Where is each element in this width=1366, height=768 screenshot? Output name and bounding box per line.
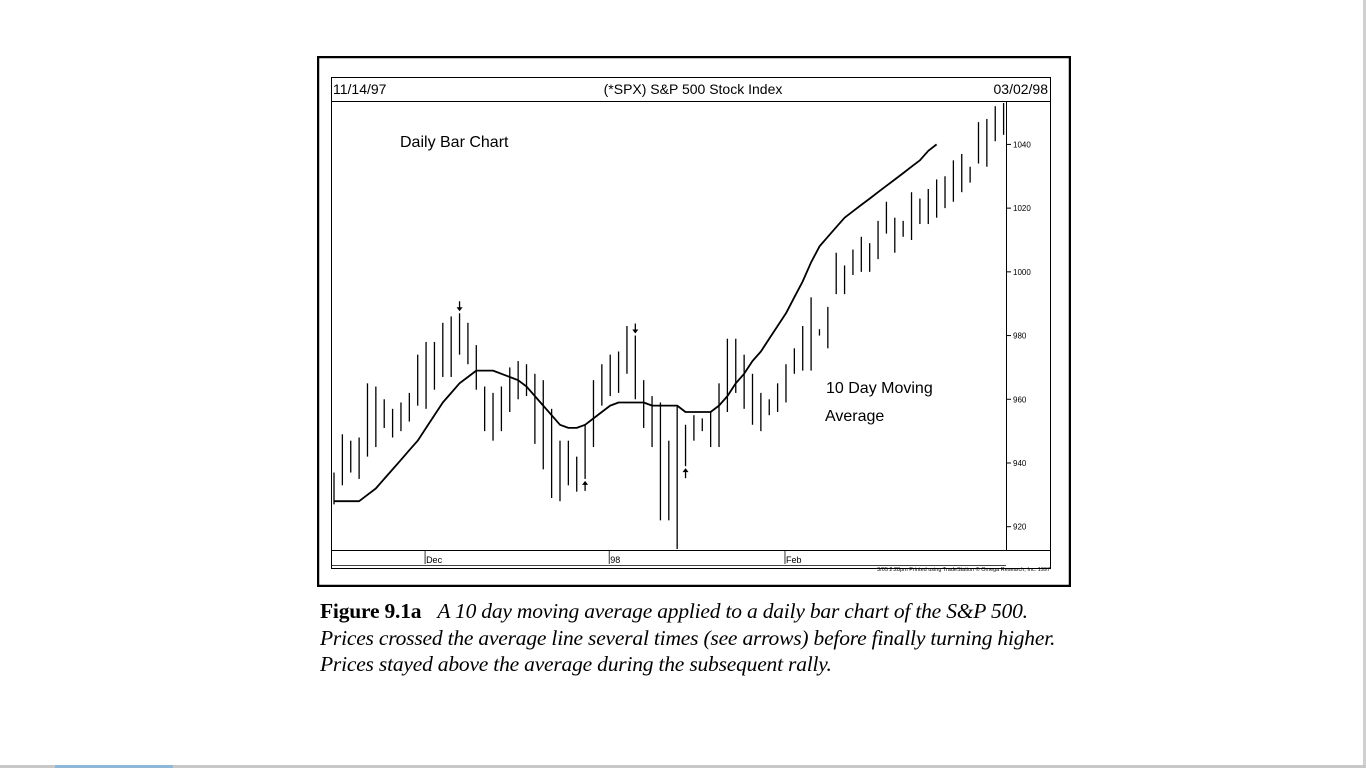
- price-bars: [333, 103, 1005, 549]
- month-label: Feb: [786, 555, 802, 565]
- price-tick-label: 920: [1013, 523, 1027, 532]
- chart-title: (*SPX) S&P 500 Stock Index: [604, 81, 783, 97]
- window-right-edge: [1363, 0, 1366, 768]
- arrow-up: [682, 468, 689, 479]
- moving-average-label-2: Average: [825, 408, 884, 425]
- price-tick-label: 940: [1013, 459, 1027, 468]
- caption-text: A 10 day moving average applied to a dai…: [320, 599, 1056, 676]
- caption-label: Figure 9.1a: [320, 599, 422, 623]
- arrow-down: [456, 301, 463, 312]
- price-tick-label: 980: [1013, 332, 1027, 341]
- crossover-arrows: [456, 301, 689, 491]
- month-label: Dec: [426, 555, 443, 565]
- moving-average-label-1: 10 Day Moving: [826, 380, 933, 397]
- time-axis-labels: Dec 98 Feb: [424, 550, 802, 565]
- date-end: 03/02/98: [994, 81, 1049, 97]
- daily-bar-chart-label: Daily Bar Chart: [400, 134, 509, 151]
- price-axis-ticks: 920 940 960 980 1000 1020 1040: [1006, 140, 1031, 532]
- price-tick-label: 1000: [1013, 268, 1031, 277]
- inner-border: [331, 77, 1051, 569]
- bottom-strip-accent: [55, 765, 173, 768]
- date-start: 11/14/97: [333, 81, 387, 97]
- price-tick-label: 1040: [1013, 140, 1031, 149]
- bottom-strip: [0, 765, 1366, 768]
- chart-figure: 11/14/97 (*SPX) S&P 500 Stock Index 03/0…: [316, 55, 1072, 588]
- outer-border: [316, 55, 1072, 588]
- figure-caption: Figure 9.1a A 10 day moving average appli…: [320, 598, 1060, 678]
- chart-svg: 11/14/97 (*SPX) S&P 500 Stock Index 03/0…: [316, 55, 1072, 588]
- arrow-down: [632, 323, 639, 334]
- footer-credit: 3/05 2:28pm Printed using TradeStation ©…: [877, 566, 1050, 573]
- moving-average-series: [334, 143, 938, 503]
- moving-average-line: [334, 143, 938, 503]
- price-tick-label: 960: [1013, 395, 1027, 404]
- arrow-up: [582, 480, 589, 491]
- month-label: 98: [610, 555, 620, 565]
- price-tick-label: 1020: [1013, 204, 1031, 213]
